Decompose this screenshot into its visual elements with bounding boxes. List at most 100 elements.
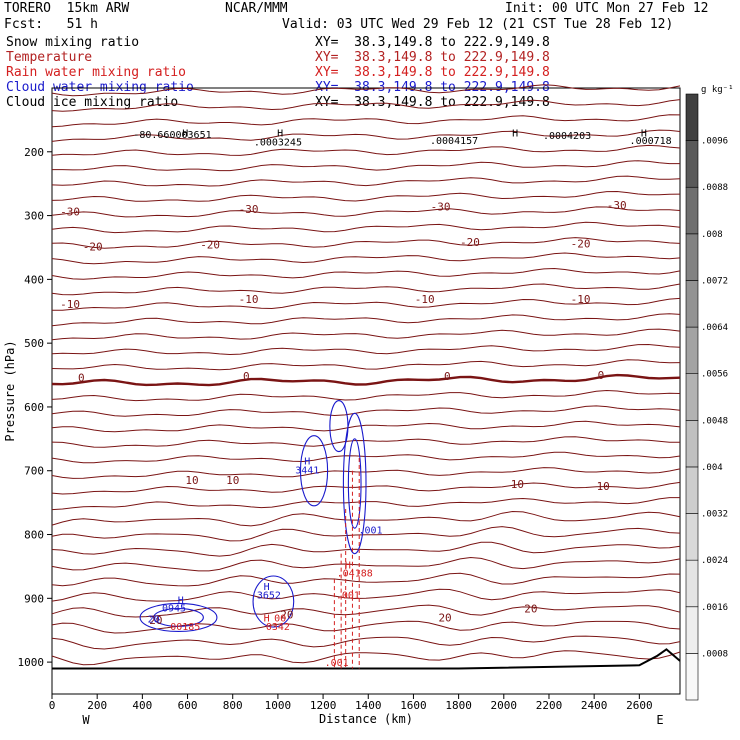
cloud-water-blob bbox=[252, 575, 295, 628]
colorbar-swatch bbox=[685, 186, 699, 235]
isotherm-line bbox=[51, 604, 681, 618]
temperature-label: -30 bbox=[239, 203, 259, 216]
temperature-label: -10 bbox=[415, 293, 435, 306]
isotherm-line bbox=[51, 252, 681, 265]
colorbar-tick-label: .008 bbox=[701, 230, 723, 240]
x-tick-label: 2600 bbox=[626, 699, 653, 712]
field-name-1: Temperature bbox=[6, 50, 93, 65]
isotherm-line bbox=[51, 237, 681, 249]
y-tick-label: 700 bbox=[24, 465, 44, 478]
field-name-4: Cloud ice mixing ratio bbox=[6, 95, 179, 110]
isotherm-line bbox=[51, 343, 681, 356]
isotherm-line bbox=[51, 283, 681, 296]
snow-label: .0003245 bbox=[254, 137, 302, 148]
cloud-water-blob bbox=[329, 400, 349, 453]
x-tick-label: 1600 bbox=[400, 699, 427, 712]
temperature-label: 0 bbox=[78, 371, 85, 384]
y-tick-label: 800 bbox=[24, 529, 44, 542]
terrain-line bbox=[52, 648, 681, 670]
isotherm-line bbox=[51, 541, 681, 557]
isotherm-line bbox=[51, 221, 681, 234]
colorbar-tick-label: .0064 bbox=[701, 323, 728, 333]
colorbar-swatch bbox=[685, 559, 699, 608]
snow-label: -80.66 bbox=[133, 130, 169, 141]
isotherm-line bbox=[51, 451, 681, 464]
temperature-label: -20 bbox=[200, 239, 220, 252]
snow-label: .000718 bbox=[630, 136, 672, 147]
temperature-label: 20 bbox=[149, 614, 162, 627]
temperature-label: 0 bbox=[243, 370, 250, 383]
isotherm-line bbox=[51, 510, 681, 527]
valid-label: Valid: 03 UTC Wed 29 Feb 12 (21 CST Tue … bbox=[282, 17, 674, 32]
snow-label: .0004203 bbox=[543, 131, 591, 142]
temperature-label: 20 bbox=[280, 609, 293, 622]
temperature-label: 10 bbox=[597, 480, 610, 493]
rain-label: 00 bbox=[274, 613, 286, 624]
isotherm-line bbox=[51, 373, 681, 387]
colorbar-tick-label: .0024 bbox=[701, 556, 728, 566]
east-end-label: E bbox=[656, 713, 663, 727]
x-tick-label: 0 bbox=[49, 699, 56, 712]
x-tick-label: 400 bbox=[132, 699, 152, 712]
rain-label: H bbox=[345, 560, 351, 571]
colorbar-swatch bbox=[685, 420, 699, 468]
temperature-label: -30 bbox=[60, 206, 80, 219]
y-tick-label: 300 bbox=[24, 210, 44, 223]
temperature-label: 0 bbox=[444, 370, 451, 383]
colorbar-tick-label: .004 bbox=[701, 463, 723, 473]
y-tick-label: 600 bbox=[24, 401, 44, 414]
isotherm-line bbox=[51, 420, 681, 433]
field-name-0: Snow mixing ratio bbox=[6, 35, 140, 50]
isotherm-line bbox=[51, 436, 680, 448]
org-label: NCAR/MMM bbox=[225, 1, 288, 16]
isotherm-line bbox=[52, 160, 680, 172]
init-label: Init: 00 UTC Mon 27 Feb 12 bbox=[505, 1, 709, 16]
colorbar-swatch bbox=[685, 513, 699, 561]
isotherm-line bbox=[51, 99, 681, 112]
x-tick-label: 1000 bbox=[265, 699, 292, 712]
cloud-water-label: 20 bbox=[148, 615, 160, 626]
isotherm-line bbox=[51, 328, 681, 341]
isotherm-line bbox=[51, 190, 681, 202]
x-tick-label: 2200 bbox=[536, 699, 563, 712]
rain-label: 00185 bbox=[170, 622, 200, 633]
high-marker: H bbox=[182, 128, 188, 139]
x-tick-label: 1800 bbox=[445, 699, 472, 712]
isotherm-line bbox=[51, 313, 681, 327]
cloud-water-blob bbox=[347, 438, 362, 529]
isotherm-line bbox=[51, 129, 681, 142]
cloud-water-blob bbox=[342, 412, 367, 555]
cloud-water-label: H bbox=[264, 582, 270, 593]
temperature-label: -10 bbox=[571, 293, 591, 306]
colorbar-tick-label: .0088 bbox=[701, 183, 728, 193]
isotherm-line bbox=[51, 206, 681, 218]
rain-label: 0342 bbox=[266, 622, 290, 633]
field-xy-2: XY= 38.3,149.8 to 222.9,149.8 bbox=[315, 65, 550, 80]
temperature-label: -20 bbox=[571, 237, 591, 250]
isotherm-line bbox=[51, 572, 681, 587]
temperature-label: -20 bbox=[83, 241, 103, 254]
isotherm-line bbox=[51, 526, 681, 542]
isotherm-line bbox=[51, 635, 681, 650]
x-tick-label: 200 bbox=[87, 699, 107, 712]
y-tick-label: 900 bbox=[24, 592, 44, 605]
y-axis-label: Pressure (hPa) bbox=[3, 340, 17, 441]
temperature-label: 20 bbox=[438, 611, 451, 624]
x-tick-label: 2000 bbox=[491, 699, 518, 712]
isotherm-line bbox=[51, 405, 681, 417]
field-name-2: Rain water mixing ratio bbox=[6, 65, 187, 80]
west-end-label: W bbox=[82, 713, 90, 727]
isotherm-line bbox=[51, 588, 681, 602]
isotherm-line bbox=[51, 84, 681, 97]
rain-label: .04188 bbox=[337, 569, 373, 580]
temperature-label: -10 bbox=[239, 293, 259, 306]
cloud-water-label: H bbox=[304, 456, 310, 467]
x-tick-label: 2400 bbox=[581, 699, 608, 712]
y-tick-label: 500 bbox=[24, 337, 44, 350]
temperature-label: -30 bbox=[431, 200, 451, 213]
rain-label: .001 bbox=[336, 590, 360, 601]
cloud-water-label: 3652 bbox=[257, 590, 281, 601]
temperature-label: -30 bbox=[607, 199, 627, 212]
cloud-water-blob bbox=[139, 602, 218, 633]
temperature-label: 0 bbox=[598, 369, 605, 382]
